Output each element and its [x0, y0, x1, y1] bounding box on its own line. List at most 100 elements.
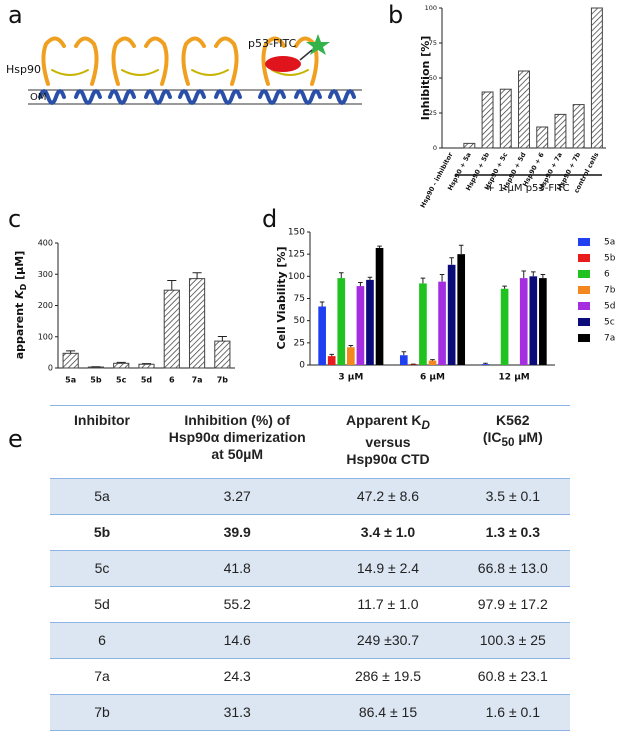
header-text: Hsp90α dimerization: [169, 429, 306, 445]
error-bar: [531, 272, 536, 276]
table-cell: 249 ±30.7: [320, 622, 455, 658]
bar: [448, 265, 456, 365]
table-cell: 286 ± 19.5: [320, 658, 455, 694]
bar: [164, 290, 179, 368]
bar: [215, 341, 230, 368]
y-tick-label: 200: [38, 301, 53, 310]
bar: [376, 248, 384, 365]
bar: [189, 279, 204, 368]
error-bar: [459, 245, 464, 254]
error-bar: [218, 336, 227, 341]
legend-label: 6: [604, 270, 610, 280]
hsp90-link: [122, 70, 158, 75]
y-tick-label: 100: [38, 332, 53, 341]
table-cell: 14.9 ± 2.4: [320, 550, 455, 586]
y-tick-label: 400: [38, 239, 53, 248]
helix: [180, 91, 240, 103]
table-cell: 41.8: [154, 550, 320, 586]
bar: [482, 364, 490, 365]
error-bar: [440, 275, 445, 282]
protein-label: Hsp90: [6, 63, 41, 76]
bar: [573, 105, 584, 148]
legend-swatch: [578, 302, 590, 310]
hsp90: [113, 38, 166, 84]
error-bar: [541, 275, 546, 279]
table-cell: 3.4 ± 1.0: [320, 514, 455, 550]
error-bar: [502, 286, 507, 289]
error-bar: [167, 281, 176, 291]
legend-label: 5b: [604, 254, 616, 264]
header-text: Hsp90α CTD: [346, 451, 429, 467]
error-bar: [349, 345, 354, 347]
bar: [519, 71, 530, 148]
hsp90-link: [52, 70, 88, 75]
error-bar: [483, 363, 488, 364]
bar: [500, 89, 511, 148]
error-bar: [320, 302, 325, 306]
legend-label: 7a: [604, 334, 615, 344]
bar: [520, 278, 528, 365]
hsp90-link: [192, 70, 228, 75]
x-tick-label: 3 µM: [338, 373, 363, 383]
y-tick-label: 75: [294, 294, 305, 304]
header-text: 50: [502, 436, 515, 449]
panel-letter: b: [388, 1, 403, 29]
y-tick-label: 75: [429, 39, 437, 47]
legend-swatch: [578, 270, 590, 278]
legend-swatch: [578, 238, 590, 246]
y-tick-label: 25: [429, 109, 437, 117]
header-text: Inhibition (%) of: [184, 412, 290, 428]
table-cell: 66.8 ± 13.0: [456, 550, 570, 586]
table-cell: 5b: [50, 514, 154, 550]
bar: [114, 363, 129, 368]
y-tick-label: 25: [294, 338, 305, 348]
bar: [464, 143, 475, 148]
bar: [347, 347, 355, 365]
header-text: at 50µM: [211, 446, 263, 462]
header-text: D: [422, 419, 430, 432]
label-part: apparent: [13, 299, 26, 359]
x-tick-label: 12 µM: [499, 373, 530, 383]
y-tick-label: 50: [294, 316, 306, 326]
table-cell: 1.3 ± 0.3: [456, 514, 570, 550]
table-cell: 55.2: [154, 586, 320, 622]
bar: [337, 278, 345, 365]
header-text: versus: [365, 434, 410, 450]
table-cell: 5c: [50, 550, 154, 586]
bar: [400, 355, 408, 365]
y-tick-label: 125: [288, 250, 305, 260]
helix: [40, 91, 100, 103]
table-cell: 39.9: [154, 514, 320, 550]
bar: [501, 289, 509, 365]
table-cell: 14.6: [154, 622, 320, 658]
table-cell: 86.4 ± 15: [320, 694, 455, 730]
x-tick-label: 7b: [217, 376, 229, 385]
x-tick-label: 7a: [192, 376, 203, 385]
membrane-diagram: [28, 34, 362, 104]
bar: [419, 283, 427, 365]
table-cell: 3.5 ± 0.1: [456, 478, 570, 514]
table-cell: 47.2 ± 8.6: [320, 478, 455, 514]
error-bar: [421, 278, 426, 283]
error-bar: [377, 246, 382, 248]
bar: [482, 92, 493, 148]
table-cell: 3.27: [154, 478, 320, 514]
bar: [63, 353, 78, 368]
y-tick-label: 50: [429, 74, 437, 82]
y-tick-label: 300: [38, 270, 53, 279]
bar: [357, 286, 365, 365]
bar: [457, 254, 465, 365]
table-cell: 31.3: [154, 694, 320, 730]
error-bar: [339, 273, 344, 278]
header-text: µM): [514, 429, 542, 445]
header-text: K562: [496, 412, 529, 428]
header-text: Apparent K: [346, 412, 421, 428]
